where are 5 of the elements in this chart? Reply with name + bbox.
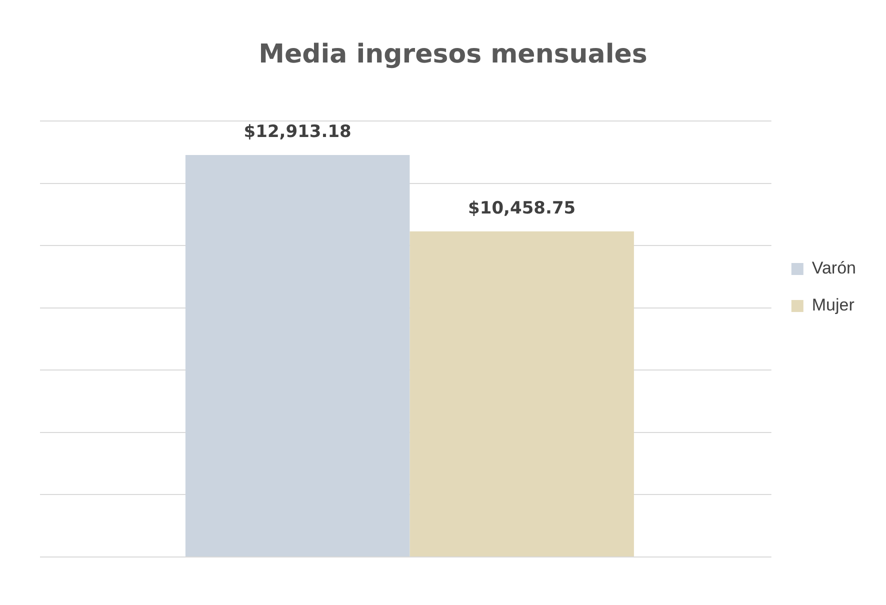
data-label: $12,913.18 (244, 122, 352, 142)
legend-label: Mujer (812, 296, 855, 315)
legend-label: Varón (812, 258, 856, 278)
data-label: $10,458.75 (468, 198, 576, 218)
chart-title: Media ingresos mensuales (258, 39, 648, 70)
